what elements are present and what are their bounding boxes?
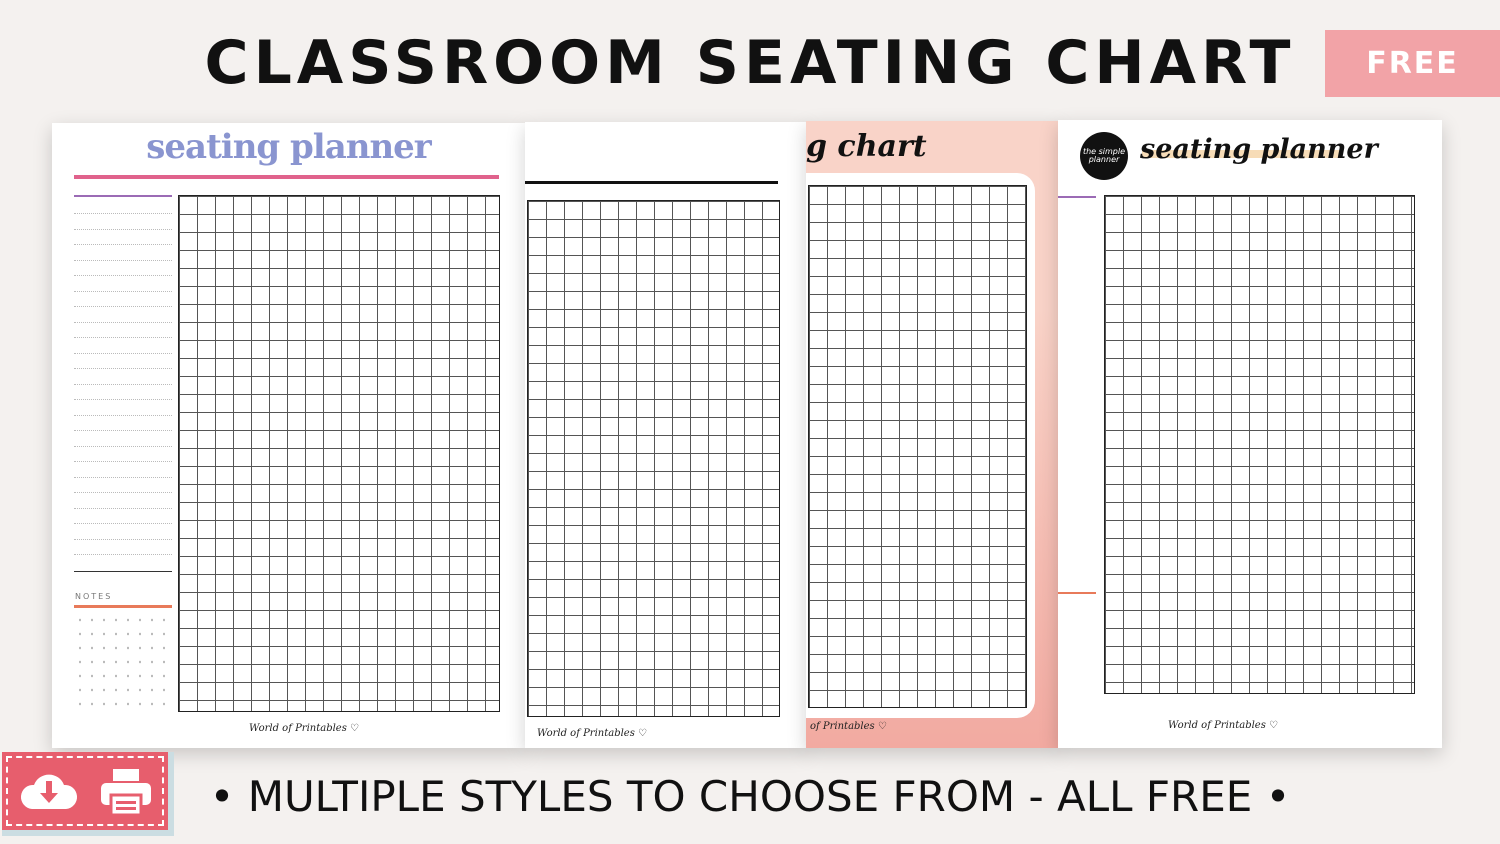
page-title: CLASSROOM SEATING CHART [204, 28, 1296, 98]
notes-label: NOTES [75, 592, 113, 601]
signature: World of Printables ♡ [249, 723, 359, 734]
divider [525, 181, 778, 184]
sheet-3[interactable]: g chart of Printables ♡ [806, 121, 1060, 748]
seating-grid[interactable] [178, 195, 500, 712]
sheet-1[interactable]: seating planner NOTES World of Printable… [52, 123, 525, 748]
signature: World of Printables ♡ [537, 728, 647, 739]
divider [74, 175, 499, 179]
name-lines [74, 213, 172, 573]
seating-grid[interactable] [1104, 195, 1415, 694]
download-print-badge[interactable] [2, 752, 174, 836]
sheet-title: seating planner [146, 127, 431, 167]
notes-dots [74, 613, 172, 713]
sheet-2[interactable]: World of Printables ♡ [525, 122, 808, 748]
logo: the simple planner [1080, 132, 1128, 180]
logo-text: the simple planner [1082, 147, 1126, 164]
free-badge: FREE [1325, 30, 1500, 97]
seating-grid[interactable] [808, 185, 1027, 708]
sheet-title: g chart [806, 129, 927, 164]
signature: World of Printables ♡ [1168, 720, 1278, 731]
signature: of Printables ♡ [810, 721, 887, 732]
tagline: • MULTIPLE STYLES TO CHOOSE FROM - ALL F… [209, 772, 1291, 821]
seating-grid[interactable] [527, 200, 780, 717]
sheet-title: seating planner [1140, 134, 1378, 165]
sidebar-rule [74, 195, 172, 197]
cloud-download-icon[interactable] [18, 769, 80, 813]
sheet-4[interactable]: the simple planner seating planner World… [1058, 120, 1442, 748]
printer-icon[interactable] [99, 767, 153, 815]
